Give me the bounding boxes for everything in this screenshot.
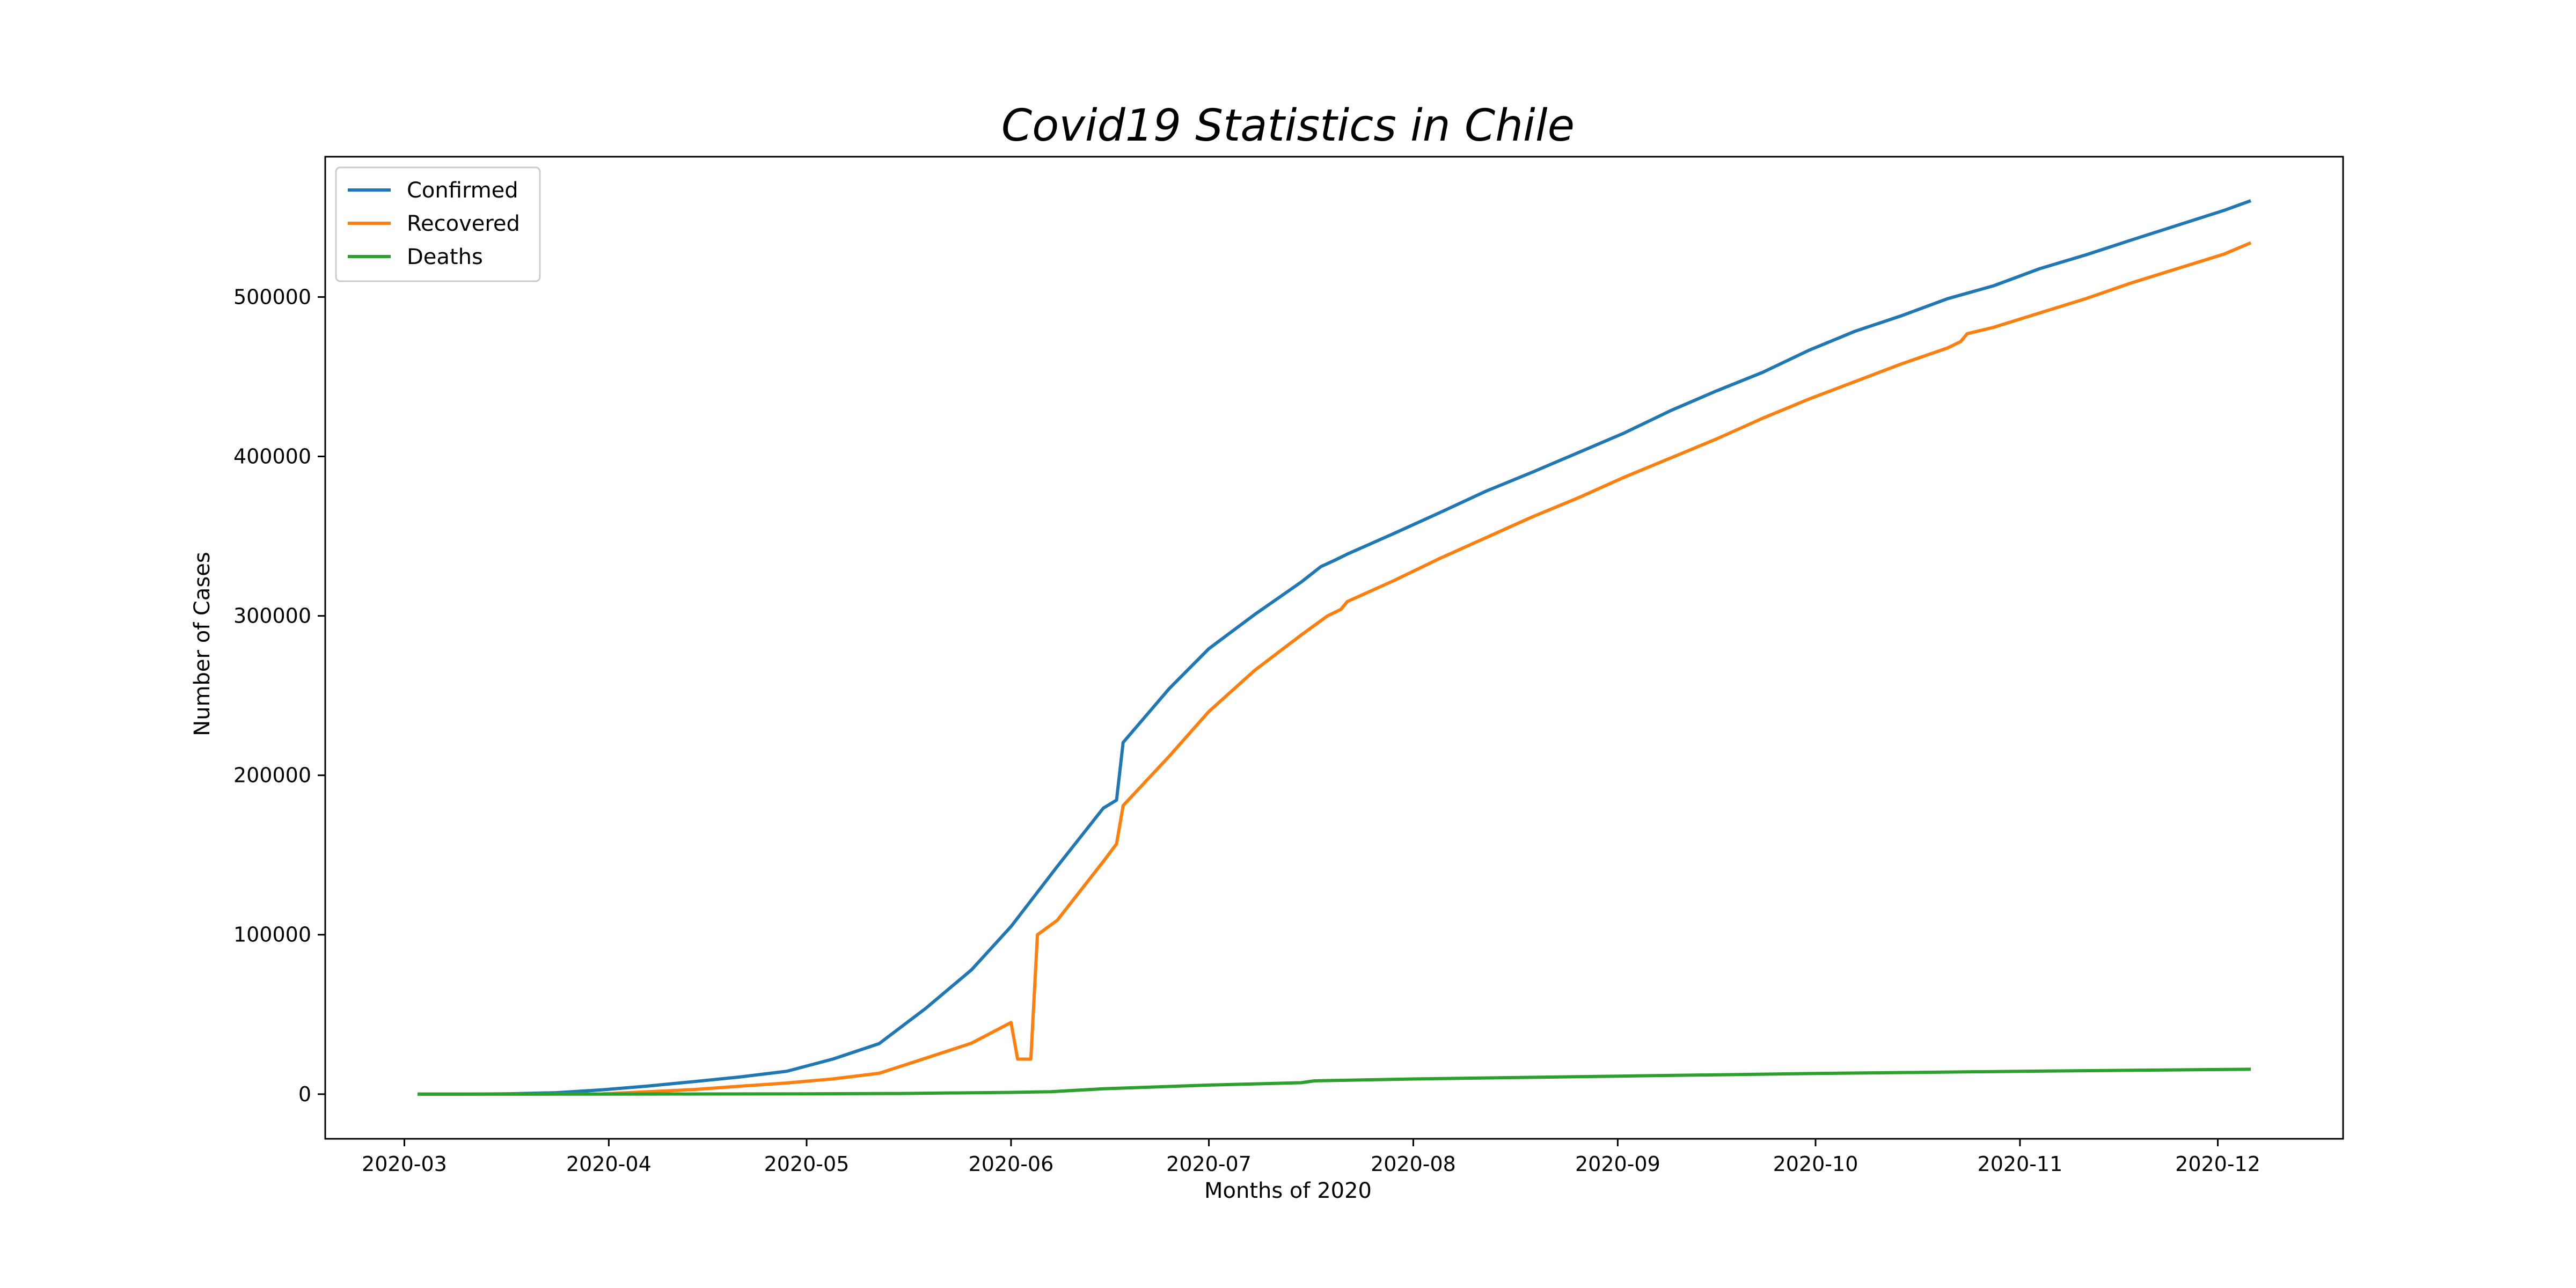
legend-label-recovered: Recovered [407, 211, 520, 236]
y-axis-label: Number of Cases [190, 552, 215, 736]
legend-label-deaths: Deaths [407, 245, 483, 269]
plot-area [324, 156, 2344, 1140]
x-tick-label: 2020-08 [1371, 1152, 1456, 1176]
legend-label-confirmed: Confirmed [407, 178, 518, 203]
y-tick-label: 400000 [233, 445, 311, 469]
y-tick-label: 100000 [233, 923, 311, 947]
chart-title: Covid19 Statistics in Chile [1001, 100, 1575, 151]
x-tick-label: 2020-06 [969, 1152, 1054, 1176]
x-tick-label: 2020-10 [1773, 1152, 1858, 1176]
y-tick-label: 200000 [233, 764, 311, 787]
x-axis: 2020-03 2020-04 2020-05 2020-06 2020-07 2020-… [362, 1139, 2260, 1176]
legend: Confirmed Recovered Deaths [335, 166, 541, 282]
y-tick-label: 300000 [233, 604, 311, 628]
series-line-deaths [418, 1067, 2251, 1096]
y-tick-label: 0 [298, 1082, 311, 1106]
x-tick-label: 2020-09 [1575, 1152, 1660, 1176]
x-tick-label: 2020-04 [566, 1152, 652, 1176]
legend-box [335, 166, 541, 282]
y-axis: 0 100000 200000 300000 400000 500000 [233, 285, 325, 1106]
x-axis-label: Months of 2020 [1204, 1179, 1372, 1203]
x-tick-label: 2020-11 [1978, 1152, 2063, 1176]
series-line-confirmed [418, 199, 2252, 1096]
series-line-recovered [418, 241, 2252, 1096]
x-tick-label: 2020-03 [362, 1152, 447, 1176]
x-tick-label: 2020-12 [2175, 1152, 2260, 1176]
plot-frame [324, 156, 2344, 1140]
y-tick-label: 500000 [233, 285, 311, 309]
plot-background [325, 157, 2343, 1139]
x-tick-label: 2020-05 [764, 1152, 850, 1176]
x-tick-label: 2020-07 [1166, 1152, 1252, 1176]
